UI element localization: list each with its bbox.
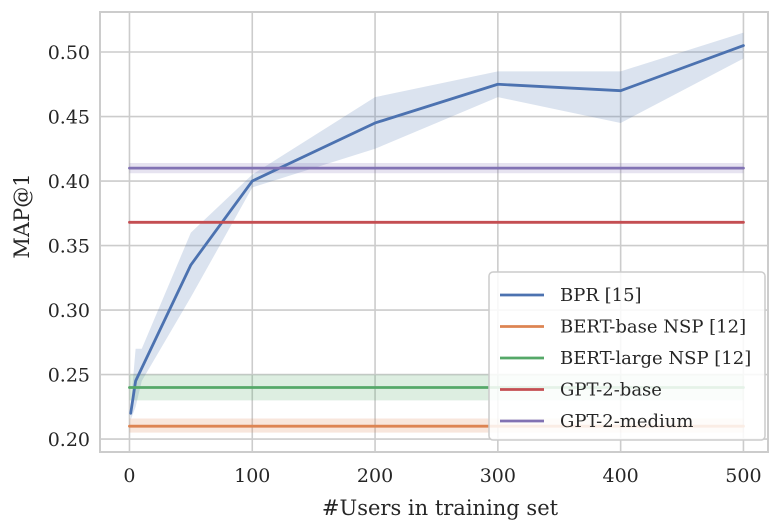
y-tick-label: 0.35: [48, 236, 90, 258]
legend-item-label: BPR [15]: [560, 285, 642, 306]
legend-box: [488, 271, 766, 441]
gridlines: [100, 12, 768, 452]
x-tick-label: 300: [480, 465, 516, 487]
legend-item-label: GPT-2-base: [560, 380, 662, 401]
y-tick-label: 0.45: [48, 107, 90, 129]
x-axis-label: #Users in training set: [322, 496, 559, 520]
x-tick-label: 200: [357, 465, 393, 487]
x-tick-label: 100: [234, 465, 270, 487]
legend-item-label: BERT-large NSP [12]: [560, 348, 751, 369]
y-tick-label: 0.50: [48, 42, 90, 64]
line-series-0: [129, 44, 745, 415]
tick-labels: 0 100 200 300 400 500 0.20 0.25 0.30 0.35 0.40 0.45…: [48, 42, 762, 487]
band-series-0: [130, 32, 744, 420]
plot-frame: [99, 11, 769, 453]
x-tick-label: 500: [725, 465, 761, 487]
y-tick-label: 0.20: [48, 429, 90, 451]
legend-item-label: GPT-2-medium: [560, 411, 693, 432]
y-tick-label: 0.40: [48, 171, 90, 193]
x-tick-label: 0: [123, 465, 135, 487]
x-tick-label: 400: [603, 465, 639, 487]
legend: BPR [15] BERT-base NSP [12] BERT-large NSP…: [488, 271, 766, 441]
y-tick-label: 0.25: [48, 365, 90, 387]
y-axis-label: MAP@1: [10, 173, 34, 258]
legend-item-label: BERT-base NSP [12]: [560, 317, 746, 338]
axes: [99, 11, 769, 453]
y-tick-label: 0.30: [48, 300, 90, 322]
